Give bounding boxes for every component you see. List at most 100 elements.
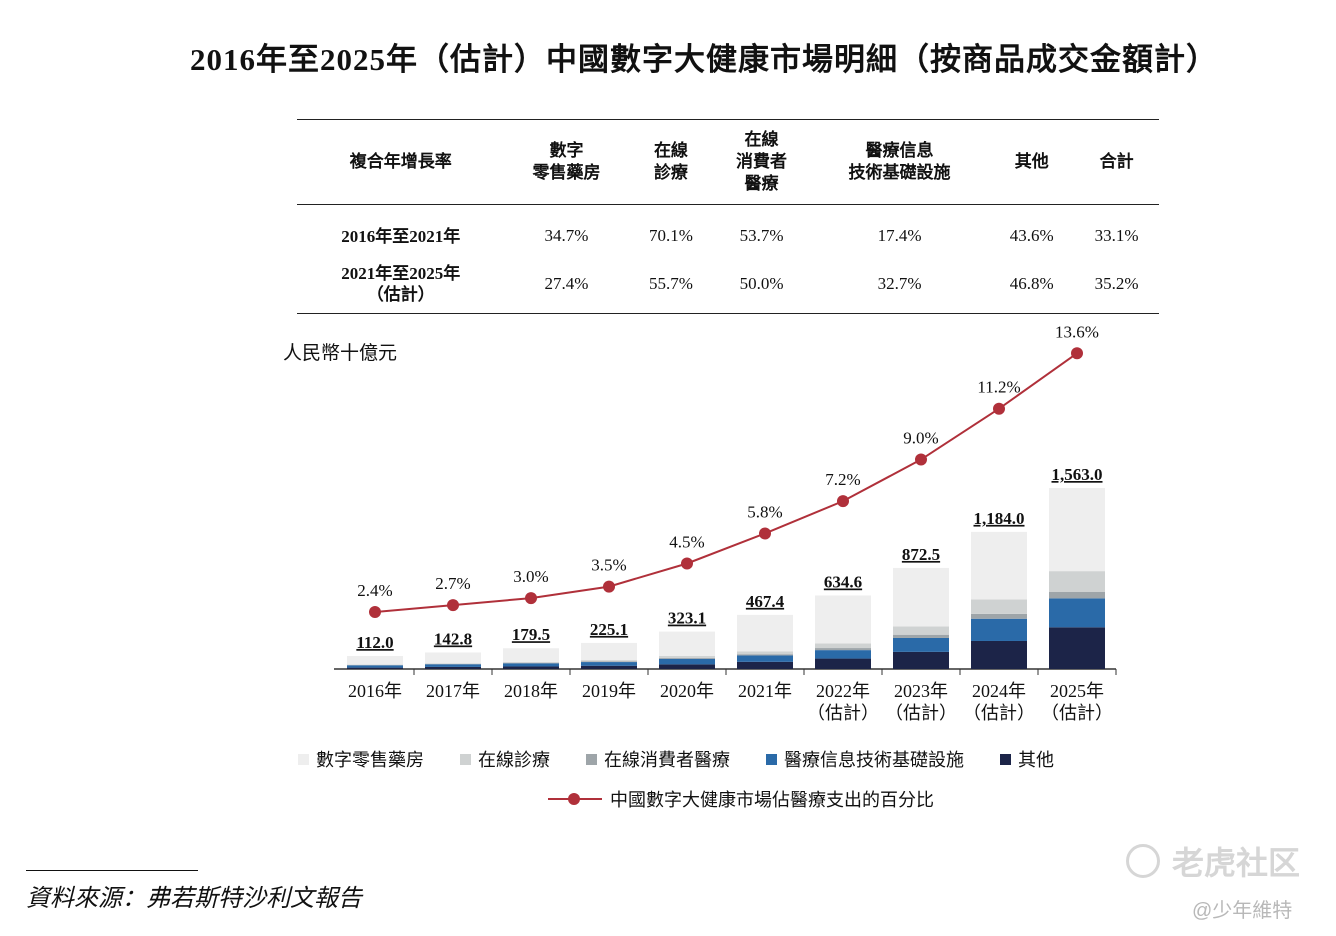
cagr-header-pharmacy: 數字 零售藥房 xyxy=(532,141,601,182)
bar-segment xyxy=(971,613,1027,619)
bar-segment xyxy=(737,661,793,669)
bar-segment xyxy=(815,595,871,644)
line-point xyxy=(759,527,771,540)
bar-segment xyxy=(581,660,637,662)
legend-line-item: 中國數字大健康市場佔醫療支出的百分比 xyxy=(548,786,934,812)
bar-segment xyxy=(503,663,559,667)
bar-segment xyxy=(893,637,949,652)
bar-segment xyxy=(737,655,793,662)
x-tick-label: 2023年 xyxy=(894,681,948,701)
bar-segment xyxy=(659,664,715,669)
line-point xyxy=(447,599,459,612)
bar-total-label: 467.4 xyxy=(746,592,785,611)
table-row: 2021年至2025年 （估計） 27.4% 55.7% 50.0% 32.7%… xyxy=(297,261,1159,314)
line-point xyxy=(525,592,537,605)
bar-total-label: 179.5 xyxy=(512,625,550,644)
table-cell: 70.1% xyxy=(648,226,693,245)
bar-segment xyxy=(971,599,1027,614)
bar-segment xyxy=(503,666,559,669)
bar-segment xyxy=(815,650,871,659)
bar-total-label: 225.1 xyxy=(590,620,628,639)
table-cell: 17.4% xyxy=(877,226,922,245)
x-tick-label: （估計） xyxy=(963,703,1035,723)
bar-segment xyxy=(1049,591,1105,599)
table-row: 2016年至2021年 34.7% 70.1% 53.7% 17.4% 43.6… xyxy=(297,205,1159,262)
legend-item-consumer-medical: 在線消費者醫療 xyxy=(586,746,730,772)
line-point-label: 13.6% xyxy=(1055,322,1099,341)
legend-label: 數字零售藥房 xyxy=(316,750,424,770)
row-label: 2016年至2021年 xyxy=(341,226,461,246)
bar-total-label: 634.6 xyxy=(824,573,862,592)
bar-segment xyxy=(425,666,481,669)
watermark-brand: 老虎社区 xyxy=(1172,845,1301,881)
x-tick-label: 2016年 xyxy=(348,681,402,701)
bar-segment xyxy=(659,656,715,658)
bar-total-label: 323.1 xyxy=(668,609,706,628)
source-divider xyxy=(26,870,198,871)
cagr-header-total: 合計 xyxy=(1099,152,1134,171)
line-point xyxy=(681,557,693,570)
line-marker-icon xyxy=(548,793,602,805)
bar-segment xyxy=(737,654,793,656)
bar-segment xyxy=(971,531,1027,600)
bar-segment xyxy=(815,658,871,669)
tiger-logo-icon xyxy=(1126,844,1160,878)
x-tick-label: 2018年 xyxy=(504,681,558,701)
bar-segment xyxy=(893,626,949,635)
bar-segment xyxy=(815,648,871,651)
line-point-label: 4.5% xyxy=(669,532,704,551)
legend-swatch xyxy=(1000,753,1011,765)
unit-label: 人民幣十億元 xyxy=(283,343,398,364)
legend-swatch xyxy=(586,753,597,765)
bar-segment xyxy=(659,657,715,659)
line-point-label: 3.0% xyxy=(513,567,548,586)
line-point-label: 7.2% xyxy=(825,470,860,489)
bar-segment xyxy=(1049,598,1105,628)
stacked-bar-line-chart: 112.0 2016年 142.8 2017年 179.5 2018年 225.1 2019年… xyxy=(334,322,1117,723)
bar-segment xyxy=(737,614,793,652)
line-point-label: 2.7% xyxy=(435,574,470,593)
legend: 數字零售藥房 在線診療 在線消費者醫療 醫療信息技術基礎設施 其他 xyxy=(298,746,1178,772)
cagr-header-label: 複合年增長率 xyxy=(349,152,452,171)
line-point-label: 5.8% xyxy=(747,502,782,521)
bar-segment xyxy=(425,663,481,664)
table-cell: 50.0% xyxy=(739,274,784,293)
bar-segment xyxy=(971,640,1027,669)
table-cell: 33.1% xyxy=(1094,226,1139,245)
percentage-line xyxy=(374,352,1078,613)
bar-segment xyxy=(425,664,481,667)
bar-segment xyxy=(893,567,949,627)
legend-swatch xyxy=(298,753,309,765)
legend-label: 其他 xyxy=(1018,750,1054,770)
x-tick-label: （估計） xyxy=(1041,703,1113,723)
table-cell: 32.7% xyxy=(877,274,922,293)
cagr-header-other: 其他 xyxy=(1014,152,1049,171)
table-cell: 27.4% xyxy=(544,274,589,293)
x-tick-label: （估計） xyxy=(885,703,957,723)
bar-segment xyxy=(581,665,637,669)
row-label: 2021年至2025年 （估計） xyxy=(341,264,461,304)
table-cell: 46.8% xyxy=(1009,274,1054,293)
bar-segment xyxy=(971,618,1027,641)
table-cell: 55.7% xyxy=(648,274,693,293)
bar-segment xyxy=(737,651,793,655)
bar-total-label: 1,563.0 xyxy=(1052,465,1103,484)
table-cell: 34.7% xyxy=(544,226,589,245)
bar-total-label: 1,184.0 xyxy=(974,509,1025,528)
line-point xyxy=(1071,347,1083,360)
bar-segment xyxy=(581,661,637,663)
bar-segment xyxy=(659,631,715,657)
cagr-table: 複合年增長率 數字 零售藥房 在線 診療 在線 消費者 醫療 醫療信息 技術基礎… xyxy=(297,119,1159,314)
bar-segment xyxy=(581,662,637,666)
bar-total-label: 112.0 xyxy=(356,633,393,652)
x-tick-label: 2017年 xyxy=(426,681,480,701)
x-tick-label: 2025年 xyxy=(1050,681,1104,701)
line-point-label: 11.2% xyxy=(977,378,1020,397)
table-cell: 35.2% xyxy=(1094,274,1139,293)
legend-item-other: 其他 xyxy=(1000,746,1054,772)
cagr-header-consumer-medical: 在線 消費者 醫療 xyxy=(736,130,788,193)
watermark: 老虎社区 xyxy=(1126,838,1300,884)
bar-segment xyxy=(815,643,871,649)
bar-segment xyxy=(1049,627,1105,669)
bar-segment xyxy=(503,648,559,662)
